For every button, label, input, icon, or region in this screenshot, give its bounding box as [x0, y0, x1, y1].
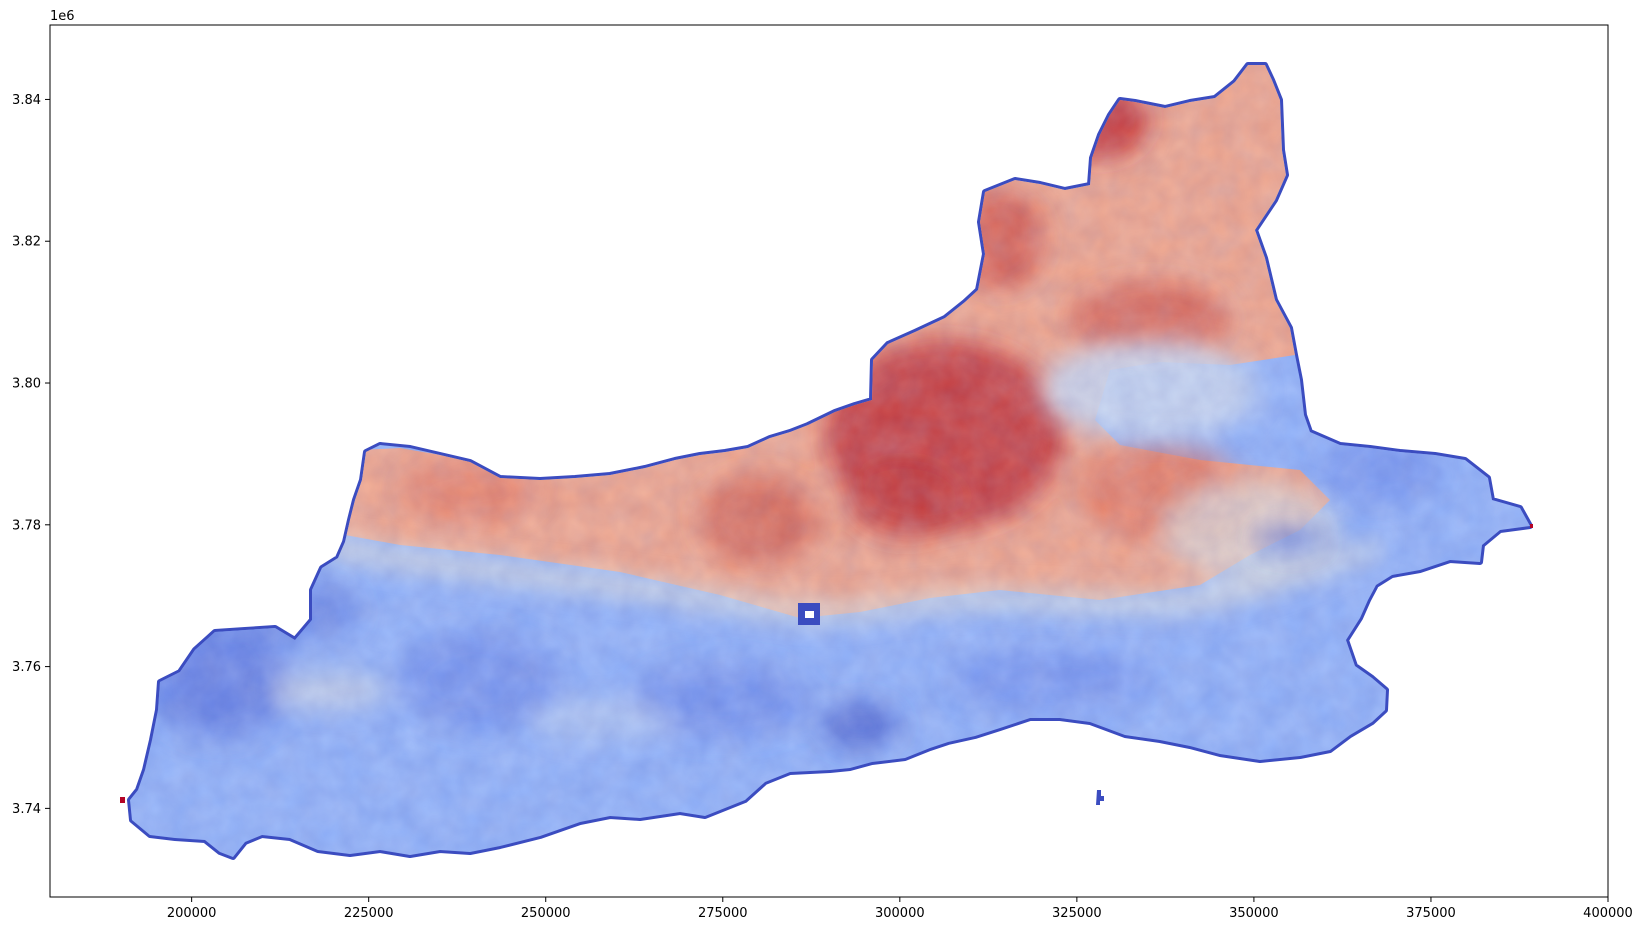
y-tick-label: 3.84	[12, 93, 41, 108]
y-axis-ticks: 3.74 3.76 3.78 3.80 3.82 3.84	[12, 93, 50, 817]
x-tick-label: 400000	[1583, 906, 1633, 921]
x-axis-ticks: 200000 225000 250000 275000 300000 325000 3500…	[167, 897, 1633, 921]
axes-frame	[49, 24, 1609, 898]
x-tick-label: 300000	[875, 906, 925, 921]
x-tick-label: 275000	[698, 906, 748, 921]
y-tick-label: 3.80	[12, 377, 41, 392]
y-tick-label: 3.76	[12, 660, 41, 675]
stray-pixel-west	[120, 797, 125, 803]
stray-pixel-east	[1530, 524, 1533, 528]
y-tick-label: 3.74	[12, 802, 41, 817]
y-tick-label: 3.78	[12, 518, 41, 533]
x-tick-label: 325000	[1052, 906, 1102, 921]
y-tick-label: 3.82	[12, 235, 41, 250]
axis-offset-label: 1e6	[50, 9, 75, 24]
x-tick-label: 200000	[167, 906, 217, 921]
x-tick-label: 225000	[344, 906, 394, 921]
enclave-interior	[805, 611, 814, 618]
stray-fragment-south	[1096, 790, 1104, 805]
x-tick-label: 250000	[521, 906, 571, 921]
x-tick-label: 350000	[1229, 906, 1279, 921]
x-tick-label: 375000	[1406, 906, 1456, 921]
